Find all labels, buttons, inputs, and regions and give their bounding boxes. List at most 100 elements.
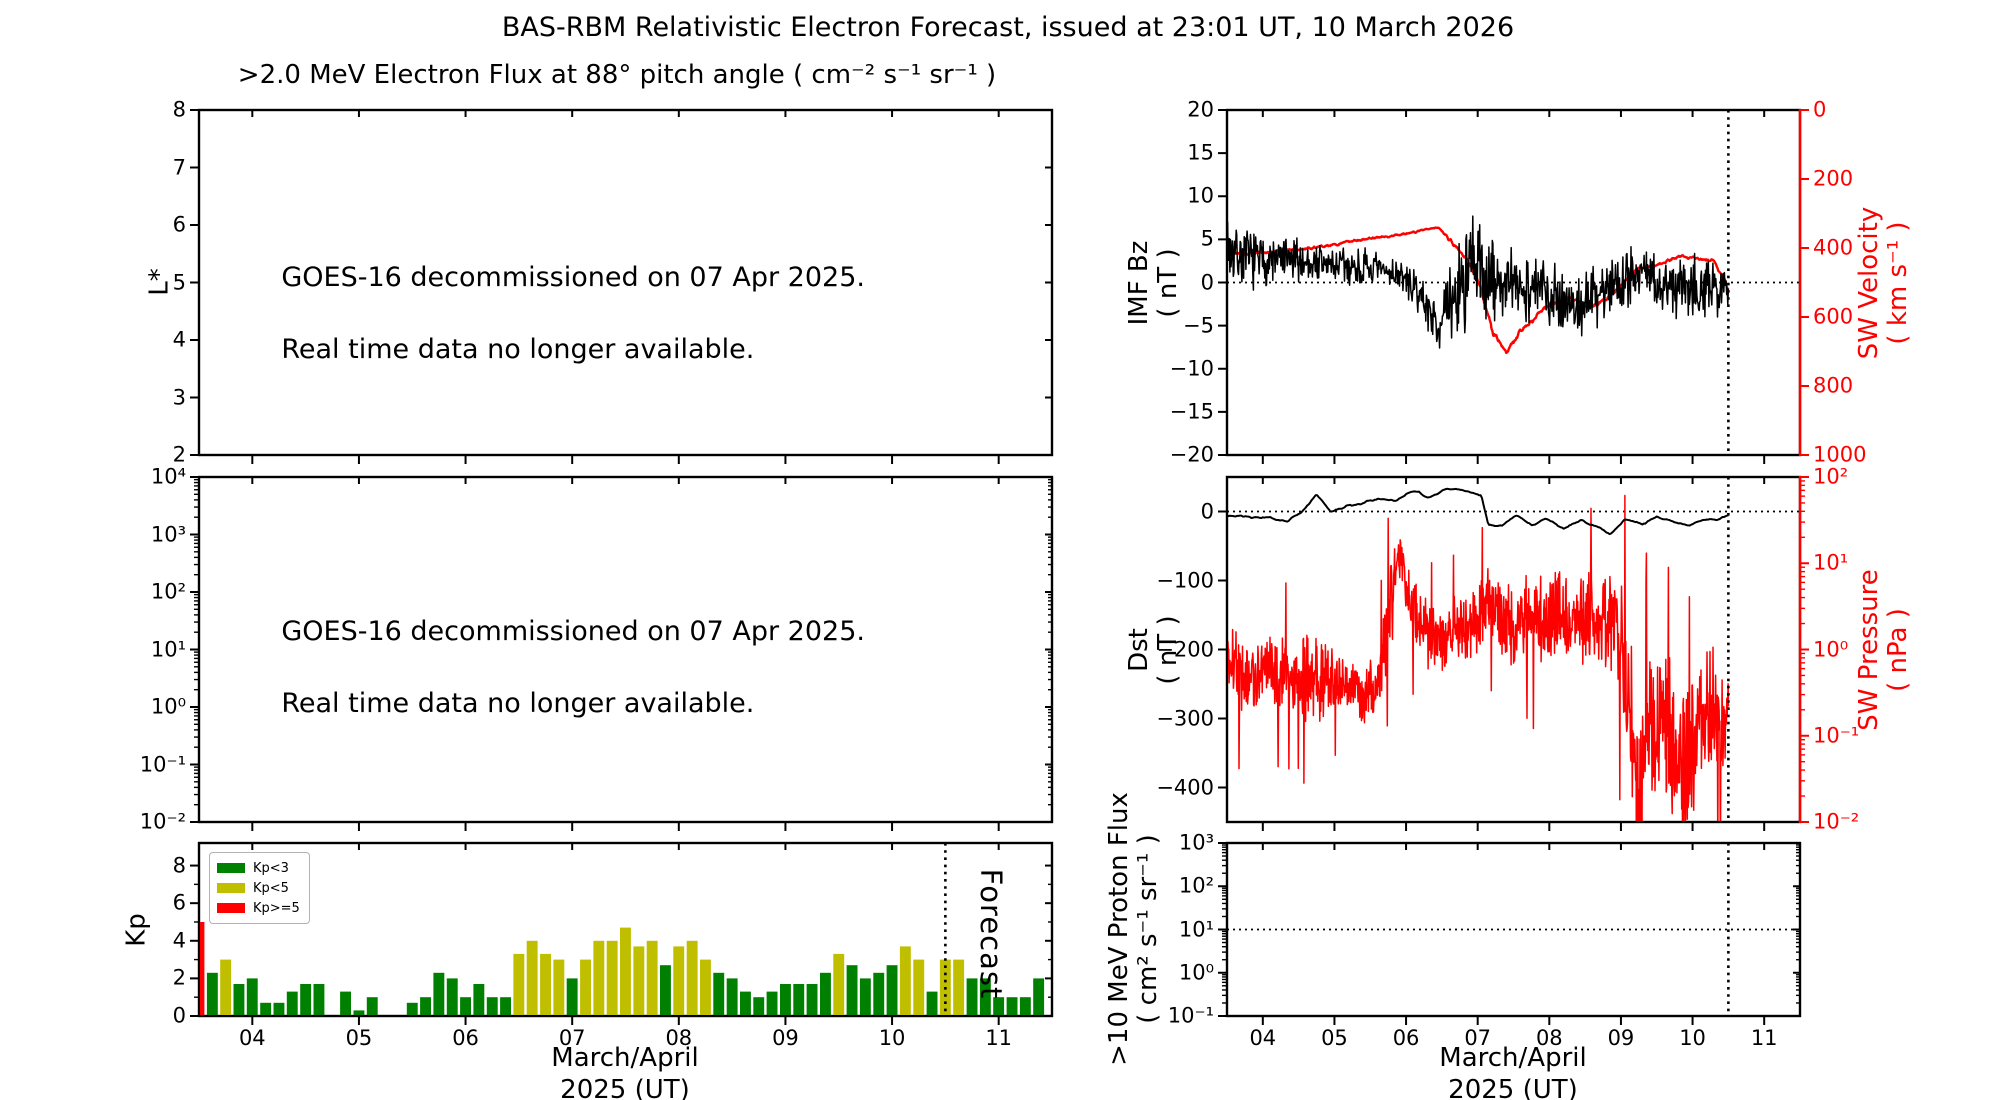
- y-tick-label: 10⁴: [150, 464, 186, 489]
- kp-bar: [646, 940, 658, 1015]
- left-x-axis-label: March/April 2025 (UT): [551, 1043, 699, 1100]
- sw-pressure-axis-label: SW Pressure ( nPa ): [1854, 569, 1913, 731]
- kp-bar: [540, 953, 551, 1015]
- kp-bar: [406, 1002, 418, 1015]
- kp-bar: [200, 922, 205, 1015]
- kp-bar: [740, 991, 751, 1015]
- x-tick-label: 06: [452, 1026, 479, 1050]
- y-tick-label: 0: [1200, 270, 1214, 294]
- y-tick-label: 4: [172, 327, 186, 352]
- kp-bar: [553, 959, 565, 1015]
- y-tick-label: −400: [1156, 775, 1214, 799]
- y-tick-label: 8: [172, 853, 186, 878]
- y2-tick-label: 10⁰: [1813, 637, 1849, 661]
- kp-bar: [233, 984, 245, 1015]
- y-tick-label: 8: [172, 97, 186, 122]
- y-tick-label: 6: [172, 890, 186, 915]
- kp-bar: [446, 978, 458, 1015]
- kp-bar: [620, 927, 631, 1015]
- y-tick-label: 10⁰: [150, 694, 186, 719]
- kp-axis-label: Kp: [121, 913, 152, 947]
- goes-annotation-middle: GOES-16 decommissioned on 07 Apr 2025. R…: [247, 578, 865, 758]
- kp-bar: [566, 978, 578, 1015]
- y-tick-label: −10: [1169, 356, 1214, 381]
- y-tick-label: 10²: [1178, 873, 1214, 898]
- legend-item: Kp<5: [217, 878, 302, 898]
- kp-bar: [300, 984, 312, 1015]
- x-tick-label: 08: [1535, 1026, 1563, 1050]
- y-tick-label: 0: [1200, 499, 1214, 523]
- kp-bar: [633, 946, 645, 1015]
- x-tick-label: 08: [665, 1026, 693, 1050]
- kp-bar: [713, 972, 725, 1015]
- y-tick-label: −5: [1183, 313, 1214, 338]
- kp-bar: [1006, 997, 1018, 1015]
- kp-bar: [246, 978, 258, 1015]
- y-tick-label: 10³: [150, 522, 186, 546]
- y-tick-label: 6: [172, 212, 186, 237]
- x-tick-label: 09: [1607, 1026, 1635, 1050]
- kp-bar: [433, 972, 445, 1015]
- kp-bar: [766, 991, 778, 1015]
- kp-bar: [793, 984, 805, 1015]
- legend-item: Kp<3: [217, 858, 302, 878]
- y-tick-label: 5: [172, 270, 186, 294]
- goes-annotation-top: GOES-16 decommissioned on 07 Apr 2025. R…: [247, 224, 865, 404]
- kp-bar: [526, 940, 538, 1015]
- electron-flux-panel-title: >2.0 MeV Electron Flux at 88° pitch angl…: [237, 60, 997, 90]
- data-series: [1228, 487, 1729, 536]
- kp-bar: [1033, 978, 1045, 1015]
- y-tick-label: 10³: [1178, 830, 1214, 855]
- kp-bar: [260, 1002, 272, 1015]
- kp-bar: [206, 972, 218, 1015]
- y-tick-label: −300: [1156, 706, 1214, 730]
- right-x-axis-label: March/April 2025 (UT): [1439, 1043, 1587, 1100]
- kp-legend: Kp<3 Kp<5 Kp>=5: [209, 852, 310, 924]
- x-tick-label: 10: [878, 1026, 906, 1050]
- kp-bar: [513, 953, 525, 1015]
- kp-bar: [473, 984, 485, 1015]
- y2-tick-label: 10⁻¹: [1813, 723, 1860, 748]
- kp-bar: [500, 997, 511, 1015]
- kp-bar: [460, 997, 471, 1015]
- kp-bar: [286, 991, 298, 1015]
- kp-bar: [593, 940, 605, 1015]
- y-tick-label: −200: [1156, 637, 1214, 661]
- kp-bar: [486, 997, 498, 1015]
- y-tick-label: 20: [1187, 97, 1214, 122]
- y-tick-label: −15: [1169, 399, 1214, 424]
- kp-bar: [953, 959, 965, 1015]
- x-tick-label: 06: [1392, 1026, 1420, 1050]
- y-tick-label: 0: [172, 1003, 186, 1028]
- kp-bar: [899, 946, 911, 1015]
- x-tick-label: 11: [1750, 1026, 1778, 1050]
- kp-bar: [966, 978, 978, 1015]
- y-tick-label: 10⁻¹: [139, 752, 186, 776]
- goes-annotation-line2: Real time data no longer available.: [281, 688, 755, 719]
- y-tick-label: 10¹: [150, 637, 186, 661]
- y2-tick-label: 800: [1813, 373, 1854, 398]
- goes-annotation-line2: Real time data no longer available.: [281, 334, 755, 365]
- kp-bar: [780, 984, 791, 1015]
- y-tick-label: 2: [172, 442, 186, 467]
- y2-tick-label: 10¹: [1813, 550, 1849, 575]
- y-tick-label: 15: [1187, 140, 1214, 165]
- kp-bar: [726, 978, 738, 1015]
- x-tick-label: 07: [558, 1026, 586, 1050]
- legend-swatch: [217, 863, 245, 873]
- kp-bar: [673, 946, 685, 1015]
- x-tick-label: 11: [985, 1026, 1013, 1050]
- y-tick-label: 10⁻¹: [1167, 1003, 1214, 1028]
- legend-label: Kp<5: [253, 880, 289, 896]
- kp-bar: [846, 965, 858, 1015]
- legend-label: Kp<3: [253, 860, 289, 876]
- legend-swatch: [217, 883, 245, 893]
- y2-tick-label: 0: [1813, 97, 1827, 122]
- y-tick-label: 7: [172, 155, 186, 179]
- forecast-watermark: Forecast: [974, 868, 1008, 1000]
- kp-bar: [833, 953, 845, 1015]
- imf-bz-axis-label: IMF Bz ( nT ): [1124, 240, 1183, 326]
- y-tick-label: −20: [1169, 442, 1214, 467]
